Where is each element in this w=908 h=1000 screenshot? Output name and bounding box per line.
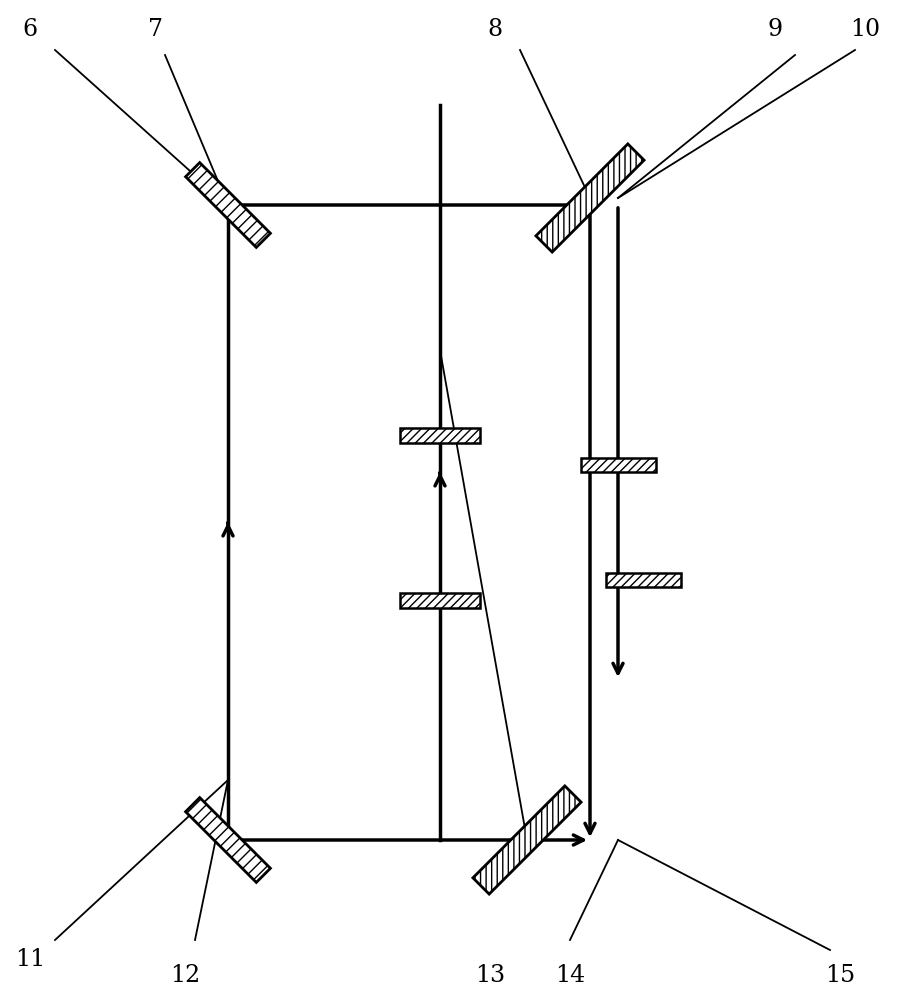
Text: 7: 7 xyxy=(147,18,163,41)
Text: 9: 9 xyxy=(767,18,783,41)
Text: 14: 14 xyxy=(555,964,585,986)
Polygon shape xyxy=(185,163,271,247)
Polygon shape xyxy=(473,786,581,894)
Text: 15: 15 xyxy=(825,964,855,986)
Polygon shape xyxy=(400,428,480,442)
Polygon shape xyxy=(185,798,271,882)
Polygon shape xyxy=(400,592,480,607)
Text: 6: 6 xyxy=(23,18,37,41)
Text: 10: 10 xyxy=(850,18,880,41)
Polygon shape xyxy=(606,573,680,587)
Text: 11: 11 xyxy=(15,948,45,972)
Text: 13: 13 xyxy=(475,964,505,986)
Polygon shape xyxy=(536,144,644,252)
Text: 12: 12 xyxy=(170,964,200,986)
Polygon shape xyxy=(580,458,656,472)
Text: 8: 8 xyxy=(488,18,502,41)
